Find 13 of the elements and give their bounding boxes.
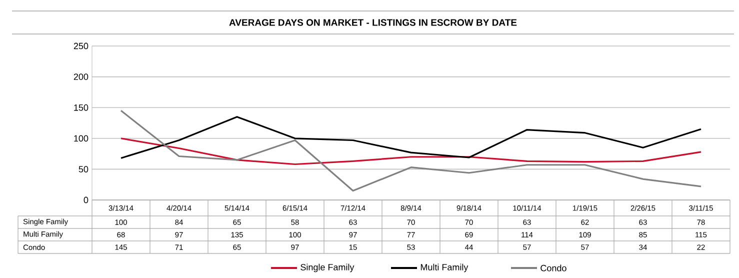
- legend-label: Condo: [540, 264, 566, 272]
- chart-title: AVERAGE DAYS ON MARKET - LISTINGS IN ESCROW BY DATE: [229, 19, 517, 26]
- line-series: [120, 110, 702, 192]
- y-tick-label: 50: [78, 166, 88, 172]
- legend-label: Multi Family: [420, 264, 468, 272]
- y-tick-label: 250: [74, 42, 88, 50]
- legend-label: Single Family: [300, 264, 354, 272]
- y-tick-label: 0: [84, 196, 88, 204]
- line-series: [120, 138, 702, 166]
- y-tick-label: 150: [74, 104, 88, 111]
- line-series: [120, 116, 702, 159]
- y-tick-label: 100: [74, 135, 88, 142]
- y-tick-label: 200: [74, 74, 88, 80]
